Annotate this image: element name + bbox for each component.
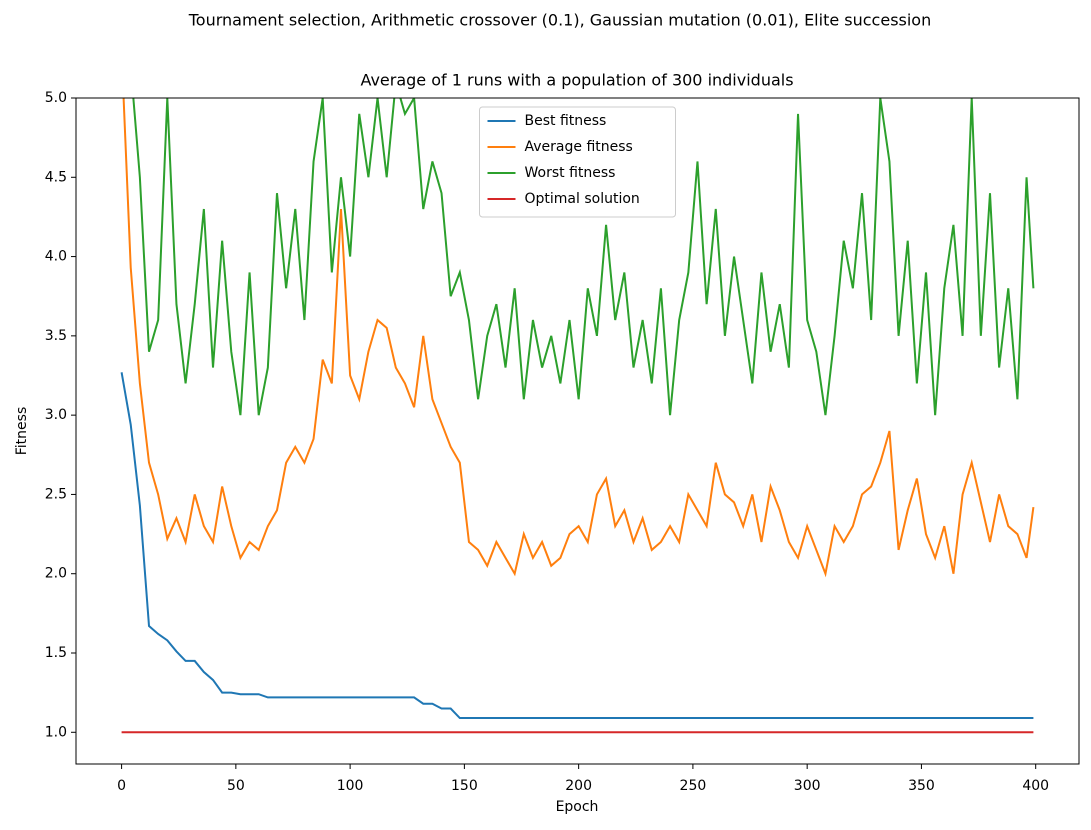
y-tick-label: 3.5 — [45, 328, 67, 344]
series-line — [120, 372, 1034, 720]
x-tick-label: 100 — [337, 778, 364, 794]
plot-frame — [75, 97, 1080, 765]
x-tick-label: 50 — [227, 778, 245, 794]
x-tick-label: 400 — [1022, 778, 1049, 794]
x-tick-label: 300 — [794, 778, 821, 794]
legend-label: Worst fitness — [525, 165, 616, 181]
x-tick-label: 350 — [908, 778, 935, 794]
y-tick-label: 3.0 — [45, 407, 67, 423]
chart-subtitle: Average of 1 runs with a population of 3… — [360, 71, 793, 90]
series-line — [132, 98, 1035, 416]
y-tick-label: 1.0 — [45, 724, 67, 740]
y-tick-label: 4.5 — [45, 169, 67, 185]
y-tick-label: 1.5 — [45, 645, 67, 661]
y-tick-label: 2.0 — [45, 566, 67, 582]
x-tick-label: 150 — [451, 778, 478, 794]
y-tick-label: 5.0 — [45, 90, 67, 106]
legend-box — [479, 106, 676, 218]
y-axis-label: Fitness — [14, 407, 30, 456]
legend-label: Average fitness — [525, 139, 633, 155]
x-axis-label: Epoch — [556, 799, 599, 815]
x-tick-label: 0 — [117, 778, 126, 794]
x-tick-label: 250 — [680, 778, 707, 794]
series-line — [122, 98, 1035, 578]
plot-lines — [120, 98, 1035, 734]
x-tick-label: 200 — [565, 778, 592, 794]
y-tick-label: 2.5 — [45, 486, 67, 502]
legend-label: Best fitness — [525, 113, 607, 129]
y-tick-label: 4.0 — [45, 249, 67, 265]
legend-label: Optimal solution — [525, 191, 640, 207]
chart-title: Tournament selection, Arithmetic crossov… — [188, 11, 931, 30]
